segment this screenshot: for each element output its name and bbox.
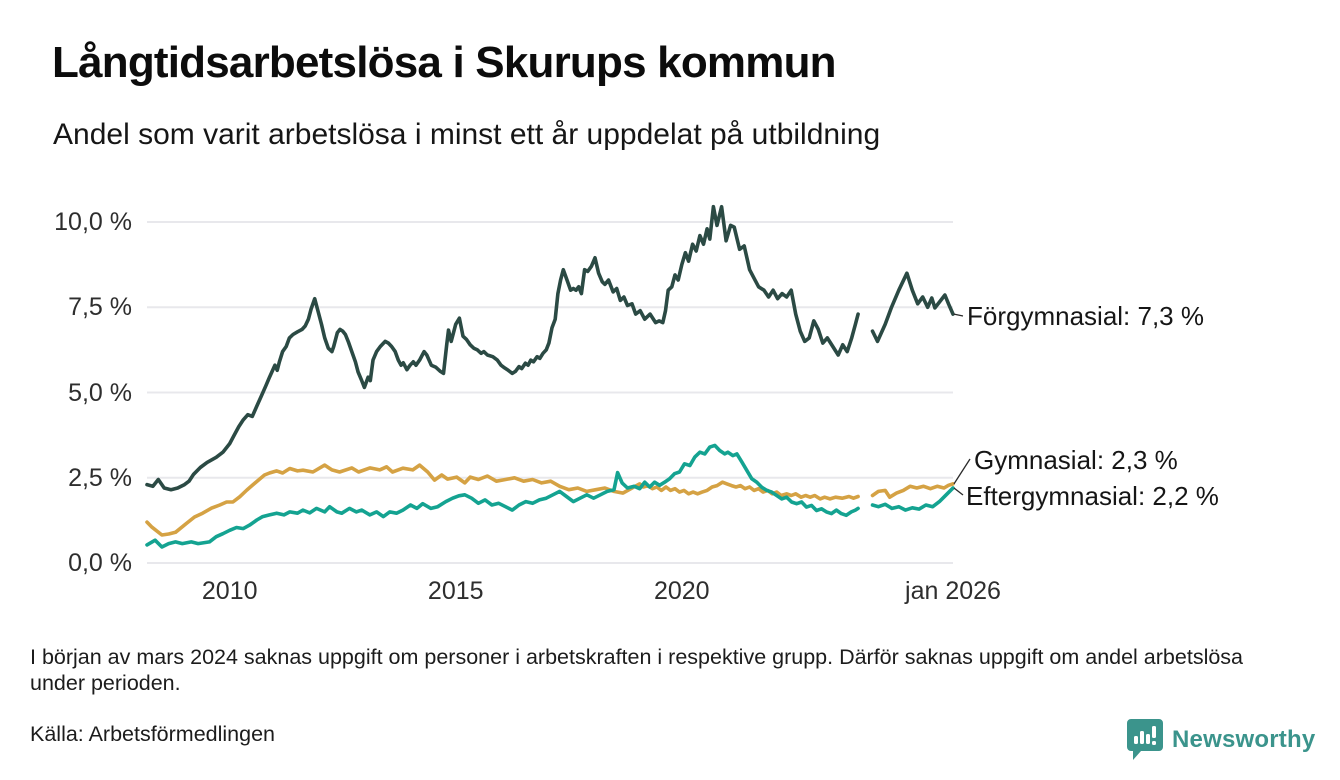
newsworthy-logo-text: Newsworthy xyxy=(1172,726,1316,753)
x-tick-label: jan 2026 xyxy=(905,577,1001,605)
series-label-gymnasial: Gymnasial: 2,3 % xyxy=(974,445,1178,475)
annotation-leader-line xyxy=(953,313,964,317)
y-tick-label: 10,0 % xyxy=(54,208,132,236)
y-tick-label: 2,5 % xyxy=(68,463,132,492)
annotation-leader-line xyxy=(953,458,971,485)
newsworthy-logo: Newsworthy xyxy=(1127,719,1315,761)
page-title: Långtidsarbetslösa i Skurups kommun xyxy=(52,38,837,87)
footnote-text: I början av mars 2024 saknas uppgift om … xyxy=(30,645,1244,695)
series-line-forgymnasial xyxy=(870,271,955,344)
page-subtitle: Andel som varit arbetslösa i minst ett å… xyxy=(53,118,881,151)
y-tick-label: 0,0 % xyxy=(68,549,132,577)
source-text: Källa: Arbetsförmedlingen xyxy=(30,722,276,746)
y-tick-label: 7,5 % xyxy=(68,293,132,322)
series-line-forgymnasial xyxy=(145,204,860,492)
x-tick-label: 2010 xyxy=(201,577,258,605)
x-tick-label: 2020 xyxy=(653,577,710,605)
series-label-forgymnasial: Förgymnasial: 7,3 % xyxy=(967,301,1204,331)
series-line-eftergymnasial xyxy=(870,486,955,512)
series-line-gymnasial xyxy=(870,482,955,499)
series-line-eftergymnasial xyxy=(145,443,860,549)
x-tick-label: 2015 xyxy=(427,577,484,605)
annotation-leader-line xyxy=(953,487,964,496)
y-tick-label: 5,0 % xyxy=(68,378,132,407)
series-label-eftergymnasial: Eftergymnasial: 2,2 % xyxy=(966,481,1219,511)
newsworthy-speech-bubble-barchart-icon xyxy=(1127,719,1163,760)
